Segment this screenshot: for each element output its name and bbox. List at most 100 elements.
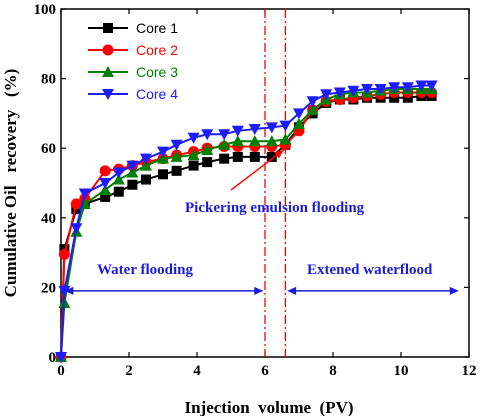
legend-marker <box>102 66 114 77</box>
x-tick-label: 2 <box>125 363 133 379</box>
legend: Core 1 Core 2 Core 3 Core 4 <box>88 20 178 102</box>
legend-label: Core 1 <box>136 20 178 36</box>
data-point <box>140 159 152 171</box>
data-point <box>425 80 438 92</box>
y-axis-label: Cumulative Oil recovery (%) <box>1 69 20 298</box>
x-tick-label: 6 <box>261 363 269 379</box>
series-line <box>60 84 432 358</box>
data-point <box>70 223 83 235</box>
data-point <box>58 285 71 297</box>
annotation-pickering: Pickering emulsion flooding <box>185 200 365 216</box>
data-point <box>187 149 200 161</box>
data-point <box>78 188 91 200</box>
arrow-head <box>254 286 264 295</box>
x-tick-label: 10 <box>394 363 409 379</box>
data-point <box>157 152 169 164</box>
arrow-head <box>64 286 74 295</box>
data-point <box>415 80 428 92</box>
series-layer <box>55 80 438 363</box>
legend-item: Core 3 <box>88 64 178 80</box>
series-2 <box>55 87 438 363</box>
y-tick-label: 100 <box>34 2 57 18</box>
y-tick-label: 60 <box>41 141 56 157</box>
data-point <box>201 129 214 141</box>
legend-item: Core 2 <box>88 42 178 58</box>
data-point <box>218 129 231 141</box>
annotation-water-flooding: Water flooding <box>97 262 193 278</box>
data-point <box>188 160 199 171</box>
data-point <box>158 169 168 180</box>
pickering-pointer-arrow <box>230 149 285 191</box>
data-point <box>306 103 319 115</box>
annotation-arrows <box>64 149 459 295</box>
x-tick-label: 12 <box>462 363 477 379</box>
data-point <box>248 124 261 136</box>
data-point <box>347 85 360 97</box>
arrow-head <box>449 286 459 295</box>
data-point <box>112 167 125 179</box>
y-tick-label: 80 <box>41 72 56 88</box>
x-tick-label: 4 <box>193 363 201 379</box>
y-tick-label: 40 <box>41 211 56 227</box>
data-point <box>293 108 305 120</box>
data-point <box>401 82 414 94</box>
data-point <box>126 160 139 172</box>
legend-label: Core 4 <box>136 86 178 102</box>
data-point <box>70 198 82 210</box>
data-point <box>293 117 305 129</box>
legend-marker <box>102 89 114 100</box>
series-1 <box>56 91 437 362</box>
series-line <box>60 88 432 358</box>
y-tick-label: 20 <box>41 280 56 296</box>
y-tick-label: 0 <box>49 350 57 366</box>
data-point <box>249 151 260 162</box>
series-line <box>60 91 432 358</box>
data-point <box>219 153 230 164</box>
data-point <box>306 96 319 108</box>
data-point <box>333 87 346 99</box>
y-axis-ticks: 0 20 40 60 80 100 <box>34 2 469 366</box>
data-point <box>140 153 152 165</box>
arrow-head <box>287 286 297 295</box>
legend-item: Core 1 <box>88 20 178 36</box>
data-point <box>388 82 401 94</box>
data-point <box>232 151 243 162</box>
data-point <box>266 151 277 162</box>
x-tick-label: 0 <box>57 363 65 379</box>
data-point <box>99 178 112 189</box>
data-point <box>320 89 333 101</box>
data-point <box>99 183 112 195</box>
data-point <box>126 166 139 178</box>
legend-label: Core 2 <box>136 42 178 58</box>
data-point <box>231 125 244 137</box>
data-point <box>265 122 278 134</box>
arrow-head <box>274 149 284 159</box>
data-point <box>58 248 70 260</box>
data-point <box>218 138 231 150</box>
x-tick-label: 8 <box>329 363 337 379</box>
data-point <box>141 174 151 185</box>
legend-marker <box>102 44 114 56</box>
data-point <box>374 84 387 96</box>
data-point <box>171 165 182 176</box>
data-point <box>100 191 111 202</box>
data-point <box>170 139 183 151</box>
data-point <box>279 120 292 132</box>
data-point <box>202 157 213 168</box>
data-point <box>279 133 292 145</box>
x-axis-label: Injection volume (PV) <box>184 398 353 416</box>
data-point <box>170 150 183 162</box>
x-axis-ticks: 0 2 4 6 8 10 12 <box>57 9 477 379</box>
data-point <box>99 165 111 177</box>
data-point <box>248 135 261 147</box>
annotation-extended-waterflood: Extened waterflood <box>307 262 433 278</box>
data-point <box>201 143 214 155</box>
legend-marker <box>103 23 113 33</box>
data-point <box>112 173 125 185</box>
data-point <box>265 135 278 147</box>
data-point <box>361 84 373 96</box>
stage-boundary-lines <box>264 9 287 357</box>
legend-item: Core 4 <box>88 86 178 102</box>
series-line <box>60 95 432 358</box>
